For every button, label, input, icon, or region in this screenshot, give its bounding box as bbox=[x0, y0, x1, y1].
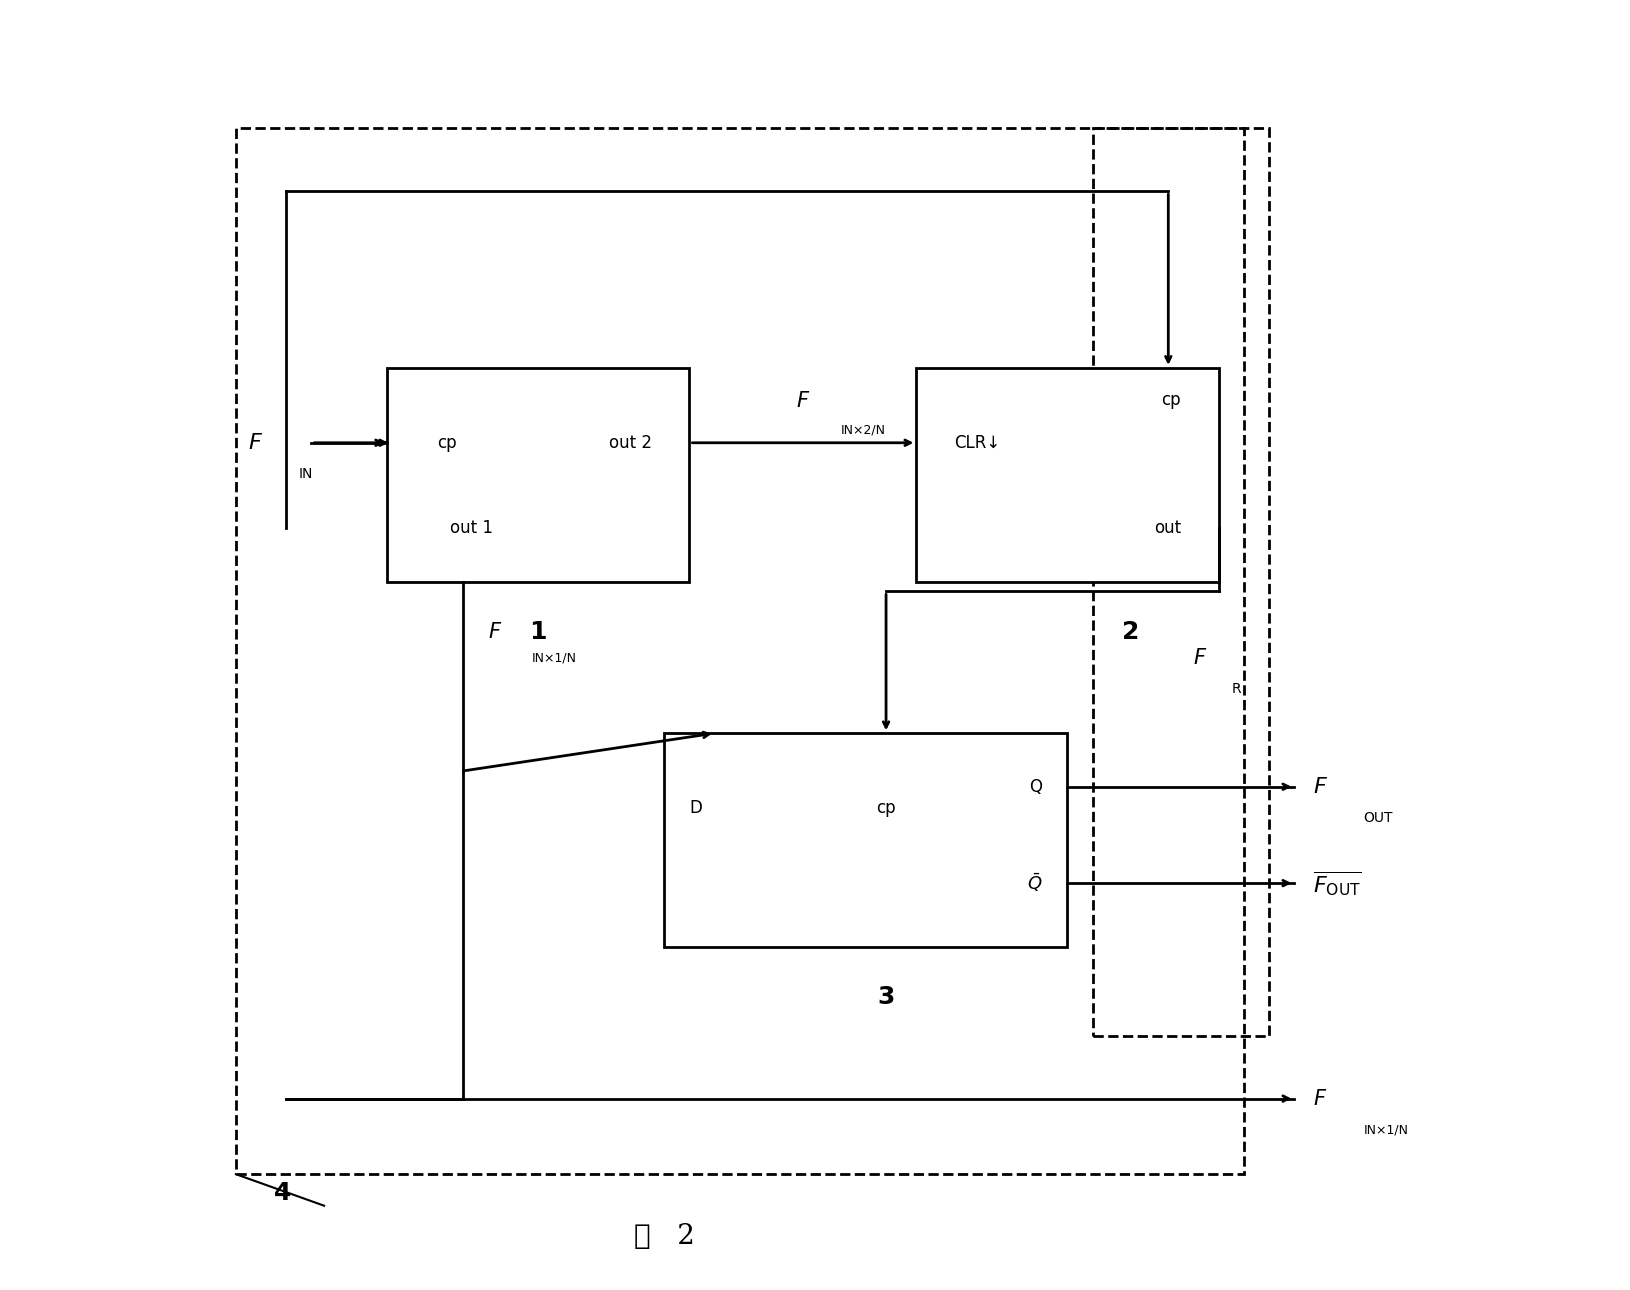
Text: $F$: $F$ bbox=[1312, 1089, 1327, 1108]
Text: out 2: out 2 bbox=[608, 433, 652, 452]
Text: 1: 1 bbox=[530, 619, 546, 644]
Text: cp: cp bbox=[1161, 391, 1180, 409]
Text: $F$: $F$ bbox=[487, 622, 502, 642]
Text: out 1: out 1 bbox=[450, 520, 492, 538]
Text: 2: 2 bbox=[1121, 619, 1138, 644]
Text: out: out bbox=[1152, 520, 1180, 538]
Text: D: D bbox=[689, 800, 703, 817]
Bar bbox=[663, 733, 1068, 947]
Text: IN×2/N: IN×2/N bbox=[839, 423, 885, 436]
Text: $\bar{Q}$: $\bar{Q}$ bbox=[1027, 872, 1042, 894]
Text: CLR↓: CLR↓ bbox=[954, 433, 999, 452]
Text: OUT: OUT bbox=[1363, 811, 1392, 826]
Text: 4: 4 bbox=[274, 1182, 290, 1205]
Bar bbox=[916, 368, 1218, 582]
Text: IN: IN bbox=[298, 467, 313, 481]
Text: IN×1/N: IN×1/N bbox=[1363, 1124, 1408, 1136]
Bar bbox=[386, 368, 689, 582]
Text: IN×1/N: IN×1/N bbox=[531, 651, 577, 664]
Text: Q: Q bbox=[1029, 778, 1042, 796]
Text: $F$: $F$ bbox=[1312, 777, 1327, 797]
Text: cp: cp bbox=[875, 800, 895, 817]
Text: 图   2: 图 2 bbox=[634, 1223, 694, 1250]
Text: 3: 3 bbox=[877, 986, 895, 1009]
Text: $F$: $F$ bbox=[248, 432, 264, 453]
Text: $F$: $F$ bbox=[795, 391, 810, 412]
Text: R: R bbox=[1231, 682, 1240, 697]
Text: cp: cp bbox=[437, 433, 456, 452]
Text: $F$: $F$ bbox=[1193, 648, 1206, 668]
Text: $\overline{F_{\mathrm{OUT}}}$: $\overline{F_{\mathrm{OUT}}}$ bbox=[1312, 868, 1361, 898]
